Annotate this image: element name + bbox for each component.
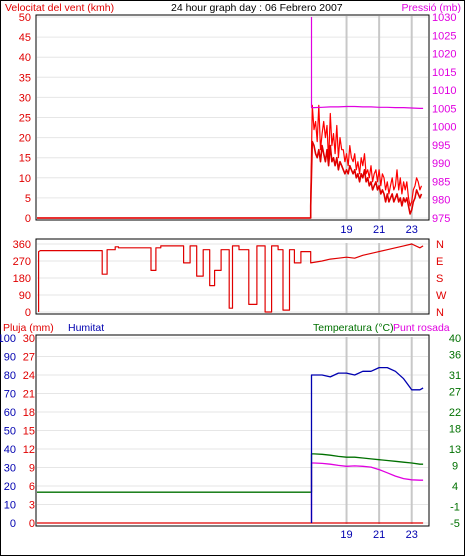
dewpoint-axis-label: Punt rosada <box>393 322 450 334</box>
temp-tick-9: 9 <box>452 460 458 472</box>
temperature-line <box>37 453 424 493</box>
wind-tick-10: 10 <box>19 173 31 185</box>
winddir-line <box>37 243 424 313</box>
wind-tick-0: 0 <box>25 213 31 225</box>
rain-tick-12: 12 <box>23 444 35 456</box>
humidity-tick-90: 90 <box>4 352 16 364</box>
compass-tick-0: N <box>436 307 444 319</box>
wind-speed-axis-label: Velocitat del vent (kmh) <box>5 2 114 14</box>
wind-tick-30: 30 <box>19 92 31 104</box>
humidity-tick-30: 30 <box>4 463 16 475</box>
pressure-tick-975: 975 <box>432 213 450 225</box>
temp-tick--5: -5 <box>450 518 460 530</box>
pressure-tick-1010: 1010 <box>432 85 456 97</box>
humidity-axis-label: Humitat <box>68 322 104 334</box>
pressure-tick-1025: 1025 <box>432 30 456 42</box>
pressure-tick-985: 985 <box>432 176 450 188</box>
wind-xtick-19: 19 <box>340 224 352 236</box>
gust-line <box>37 104 423 219</box>
winddir-tick-90: 90 <box>19 290 31 302</box>
wind-line <box>37 140 423 219</box>
humidity-tick-20: 20 <box>4 481 16 493</box>
pressure-tick-990: 990 <box>432 158 450 170</box>
humidity-tick-100: 100 <box>0 333 16 345</box>
rain-axis-label: Pluja (mm) <box>3 322 54 334</box>
winddir-tick-0: 0 <box>25 307 31 319</box>
compass-tick-1: W <box>436 290 447 302</box>
wind-tick-50: 50 <box>19 12 31 24</box>
rain-tick-18: 18 <box>23 407 35 419</box>
wind-tick-15: 15 <box>19 153 31 165</box>
winddir-tick-180: 180 <box>13 273 31 285</box>
humidity-tick-40: 40 <box>4 444 16 456</box>
humidity-tick-70: 70 <box>4 389 16 401</box>
humidity-tick-50: 50 <box>4 426 16 438</box>
compass-tick-2: S <box>436 273 443 285</box>
pressure-tick-1030: 1030 <box>432 12 456 24</box>
wind-xtick-23: 23 <box>406 224 418 236</box>
temp-tick-36: 36 <box>449 349 461 361</box>
rain-tick-21: 21 <box>23 389 35 401</box>
wind-tick-5: 5 <box>25 193 31 205</box>
wind-xtick-21: 21 <box>373 224 385 236</box>
wind-tick-20: 20 <box>19 133 31 145</box>
humidity-tick-0: 0 <box>10 518 16 530</box>
rain-tick-30: 30 <box>23 333 35 345</box>
rain-tick-3: 3 <box>29 500 35 512</box>
graph-title: 24 hour graph day : 06 Febrero 2007 <box>171 2 343 14</box>
wind-tick-35: 35 <box>19 72 31 84</box>
pressure-line <box>310 17 424 110</box>
temp-tick-27: 27 <box>449 386 461 398</box>
winddir-tick-270: 270 <box>13 256 31 268</box>
humidity-tick-10: 10 <box>4 500 16 512</box>
temp-tick-31: 31 <box>449 370 461 382</box>
temp-xtick-23: 23 <box>406 529 418 541</box>
pressure-tick-1005: 1005 <box>432 103 456 115</box>
humidity-tick-80: 80 <box>4 370 16 382</box>
dewpoint-line <box>310 462 424 523</box>
temp-tick--1: -1 <box>450 502 460 514</box>
rain-tick-0: 0 <box>29 518 35 530</box>
wind-tick-40: 40 <box>19 52 31 64</box>
humidity-tick-60: 60 <box>4 407 16 419</box>
rain-tick-27: 27 <box>23 352 35 364</box>
wind-tick-45: 45 <box>19 32 31 44</box>
compass-tick-4: N <box>436 239 444 251</box>
pressure-tick-995: 995 <box>432 140 450 152</box>
temp-tick-4: 4 <box>452 481 458 493</box>
rain-tick-15: 15 <box>23 426 35 438</box>
rain-tick-9: 9 <box>29 463 35 475</box>
wind-tick-25: 25 <box>19 113 31 125</box>
winddir-tick-360: 360 <box>13 239 31 251</box>
temp-xtick-19: 19 <box>340 529 352 541</box>
pressure-tick-980: 980 <box>432 195 450 207</box>
temp-tick-18: 18 <box>449 423 461 435</box>
pressure-tick-1000: 1000 <box>432 122 456 134</box>
temp-tick-22: 22 <box>449 407 461 419</box>
compass-tick-3: E <box>436 256 443 268</box>
pressure-axis-label: Pressió (mb) <box>401 2 461 14</box>
humidity-line <box>310 366 424 523</box>
rain-tick-24: 24 <box>23 370 35 382</box>
temperature-axis-label: Temperatura (°C) <box>313 322 394 334</box>
temp-tick-13: 13 <box>449 444 461 456</box>
rain-tick-6: 6 <box>29 481 35 493</box>
pressure-tick-1015: 1015 <box>432 67 456 79</box>
temp-tick-40: 40 <box>449 333 461 345</box>
temp-xtick-21: 21 <box>373 529 385 541</box>
pressure-tick-1020: 1020 <box>432 49 456 61</box>
